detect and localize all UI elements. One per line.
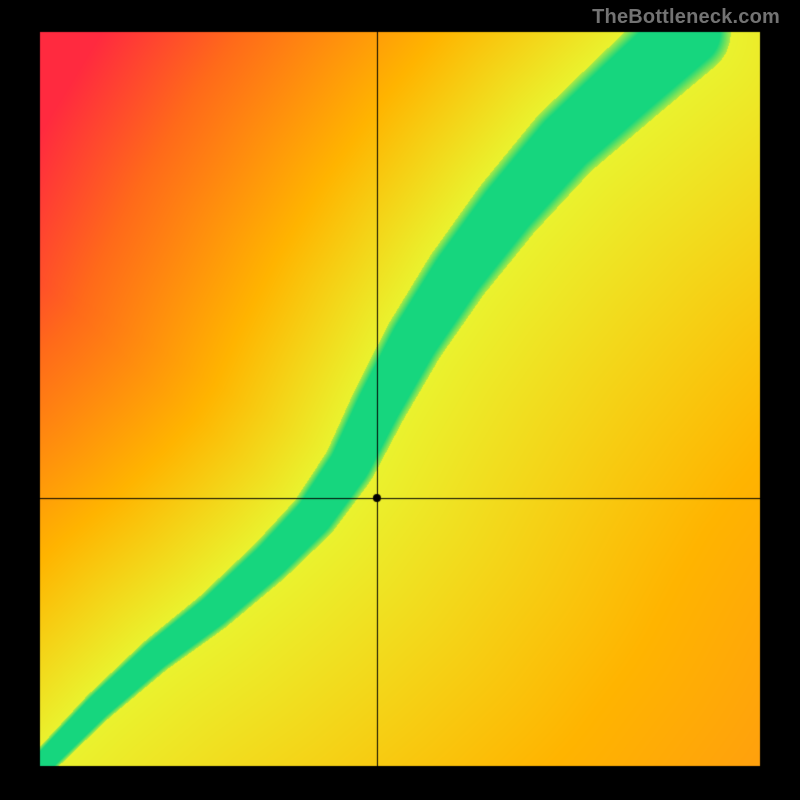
bottleneck-heatmap <box>0 0 800 800</box>
heatmap-canvas <box>0 0 800 800</box>
watermark-text: TheBottleneck.com <box>592 6 780 29</box>
